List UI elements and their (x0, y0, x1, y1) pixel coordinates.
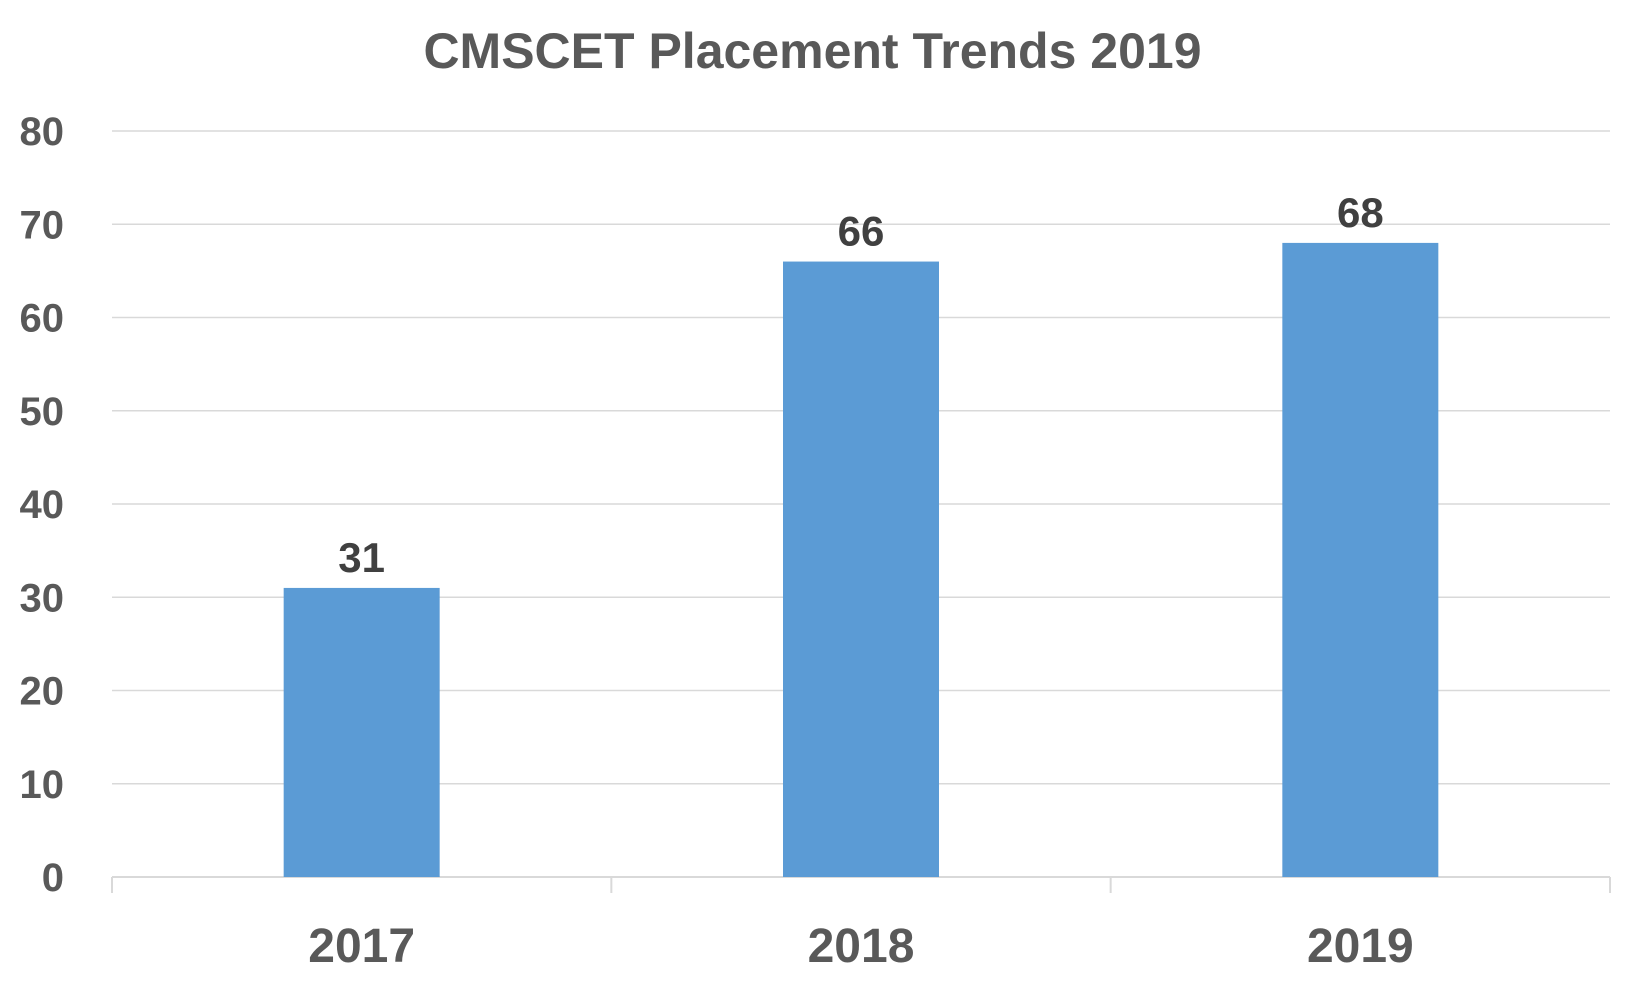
bar-2017 (283, 587, 440, 877)
y-tick-label: 0 (42, 856, 64, 900)
y-tick-label: 70 (20, 203, 65, 247)
bars (283, 242, 1439, 877)
chart-title: CMSCET Placement Trends 2019 (423, 23, 1202, 79)
y-tick-label: 20 (20, 670, 65, 714)
y-tick-label: 60 (20, 297, 65, 341)
x-tick-label: 2019 (1307, 920, 1414, 973)
bar-2018 (783, 261, 939, 877)
y-tick-label: 40 (20, 483, 65, 527)
bar-2019 (1282, 242, 1439, 877)
data-label: 68 (1337, 189, 1384, 236)
y-tick-label: 50 (20, 390, 65, 434)
labels: 0 10 20 30 40 50 60 70 80 31 2017 66 2018 68 2019 (20, 110, 1414, 973)
y-tick-label: 10 (20, 763, 65, 807)
data-label: 31 (338, 534, 385, 581)
x-tick-label: 2017 (308, 920, 415, 973)
x-axis (111, 876, 1611, 893)
data-label: 66 (838, 208, 885, 255)
y-tick-label: 80 (20, 110, 65, 154)
x-tick-label: 2018 (808, 920, 915, 973)
y-tick-label: 30 (20, 576, 65, 620)
